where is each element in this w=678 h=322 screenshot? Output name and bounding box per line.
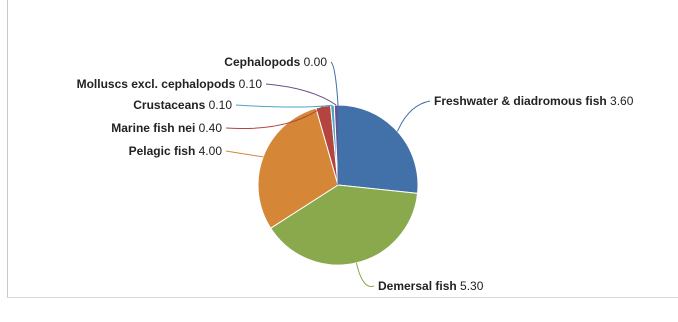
connector-crustaceans — [235, 104, 333, 108]
data-label-name: Cephalopods — [224, 55, 300, 69]
data-label-value: 4.00 — [195, 144, 222, 158]
label-connectors — [225, 61, 431, 288]
connector-pelagic-fish — [225, 150, 264, 158]
connector-cephalopods — [330, 61, 339, 106]
frame-left-border — [7, 0, 8, 298]
slice-freshwater-diadromous-fish[interactable] — [337, 104, 419, 194]
data-label-name: Crustaceans — [133, 98, 205, 112]
data-label-marine-fish-nei: Marine fish nei 0.40 — [111, 121, 222, 135]
pie-slices — [257, 104, 419, 266]
data-label-name: Molluscs excl. cephalopods — [77, 77, 236, 91]
data-label-name: Pelagic fish — [129, 144, 196, 158]
data-label-value: 0.40 — [195, 121, 222, 135]
data-label-demersal-fish: Demersal fish 5.30 — [378, 279, 484, 293]
data-label-value: 5.30 — [457, 279, 484, 293]
data-label-crustaceans: Crustaceans 0.10 — [133, 98, 232, 112]
connector-demersal-fish — [355, 262, 375, 288]
data-label-value: 0.10 — [235, 77, 262, 91]
data-labels: Freshwater & diadromous fish 3.60 Demersa… — [77, 55, 634, 293]
data-label-name: Demersal fish — [378, 279, 457, 293]
data-label-freshwater-diadromous-fish: Freshwater & diadromous fish 3.60 — [434, 94, 634, 108]
data-label-molluscs-excl-cephalopods: Molluscs excl. cephalopods 0.10 — [77, 77, 263, 91]
data-label-cephalopods: Cephalopods 0.00 — [224, 55, 327, 69]
connector-freshwater-diadromous-fish — [396, 100, 431, 132]
data-label-name: Marine fish nei — [111, 121, 195, 135]
connector-marine-fish-nei — [225, 105, 324, 129]
data-label-value: 0.00 — [300, 55, 327, 69]
data-label-value: 0.10 — [205, 98, 232, 112]
connector-molluscs-excl-cephalopods — [265, 83, 337, 106]
frame-bottom-border — [7, 297, 678, 298]
data-label-value: 3.60 — [607, 94, 634, 108]
data-label-pelagic-fish: Pelagic fish 4.00 — [129, 144, 223, 158]
data-label-name: Freshwater & diadromous fish — [434, 94, 607, 108]
